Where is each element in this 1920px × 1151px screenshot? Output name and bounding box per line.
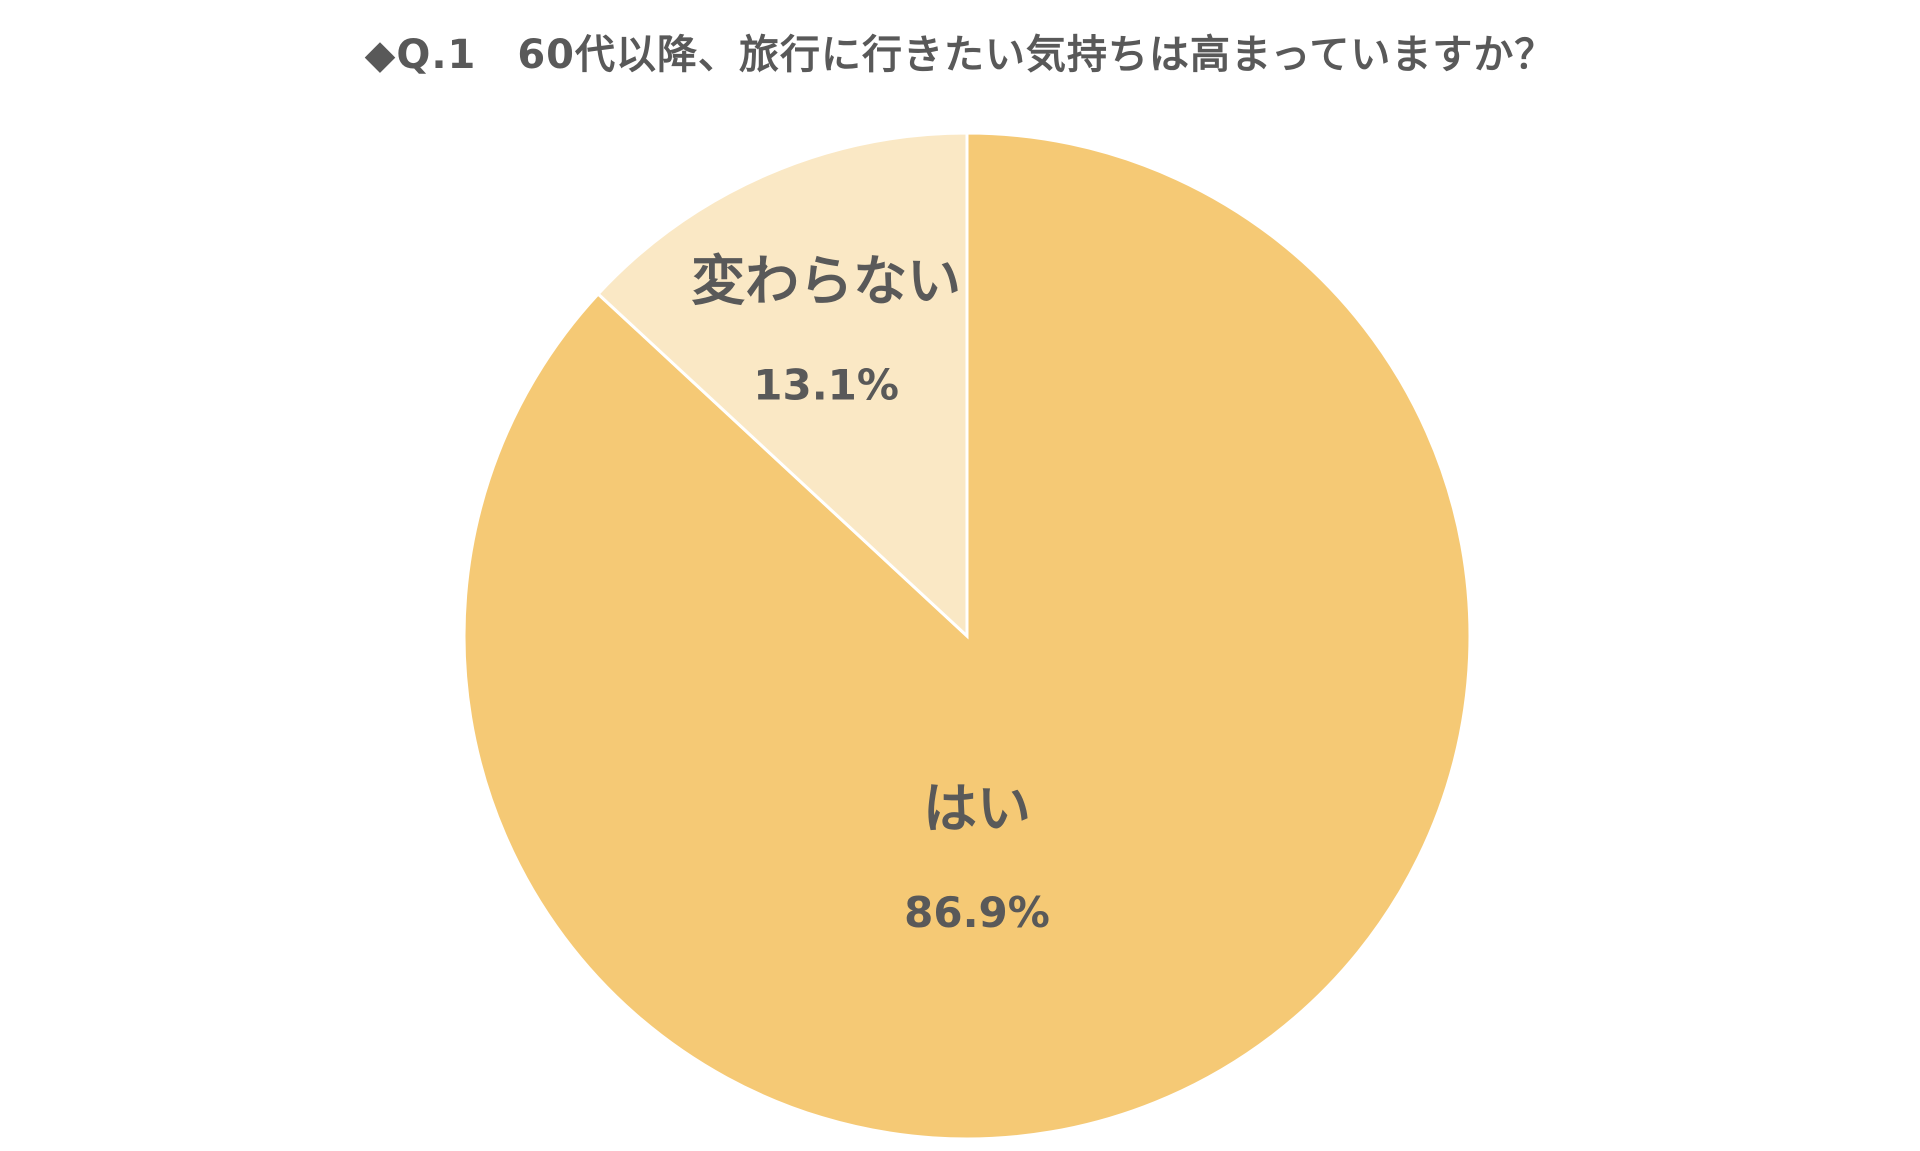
pie-labels: はい 86.9% 変わらない 13.1% xyxy=(691,249,1050,937)
slice-value-label-2: 13.1% xyxy=(753,360,899,409)
slice-value-label-1: 86.9% xyxy=(904,888,1050,937)
slice-label-2: 変わらない xyxy=(691,249,961,312)
slice-label-1: はい xyxy=(923,777,1031,840)
pie-slice-2 xyxy=(596,131,969,640)
pie-slice-1 xyxy=(462,131,1472,1141)
pie-slices xyxy=(462,131,1472,1141)
chart-title: ◆Q.1 60代以降、旅行に行きたい気持ちは高まっていますか？ xyxy=(364,32,1556,78)
